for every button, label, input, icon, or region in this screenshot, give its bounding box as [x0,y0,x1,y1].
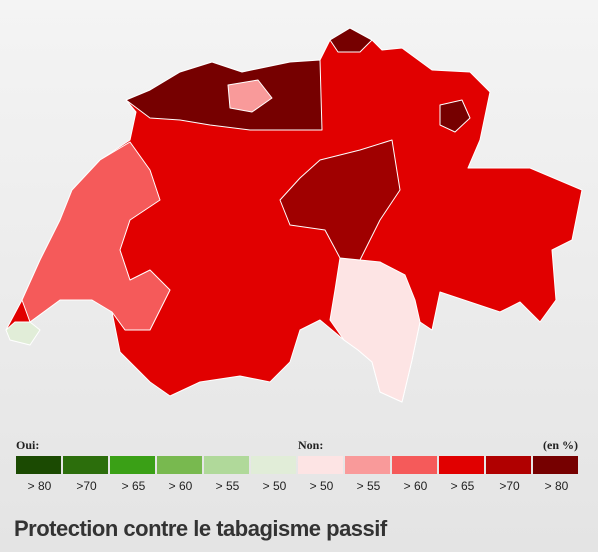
legend-swatch [157,456,202,474]
legend-swatch [16,456,61,474]
legend-label: > 65 [451,479,475,493]
canton-north [125,59,323,131]
legend-swatch [251,456,296,474]
map-title: Protection contre le tabagisme passif [14,516,388,541]
legend-swatch [533,456,578,474]
map [5,27,583,403]
legend-label: > 80 [28,479,52,493]
canton-geneva [5,321,41,346]
legend-swatch [392,456,437,474]
canton-vaud [21,141,171,331]
legend-label: > 55 [216,479,240,493]
canton-appenzell [439,99,471,133]
legend-swatch [63,456,108,474]
legend-swatch [486,456,531,474]
legend-swatch [439,456,484,474]
legend-label: >70 [499,479,520,493]
legend-label: > 50 [263,479,287,493]
legend-yes-label: Oui: [16,438,39,452]
legend-swatch [110,456,155,474]
legend-label: > 65 [122,479,146,493]
legend: > 80 >70 > 65 > 60 > 55 > 50 > 50 > 55 > 60 > 65 >… [16,456,578,493]
legend-label: >70 [76,479,97,493]
legend-unit: (en %) [543,438,578,452]
canton-central [279,139,401,261]
canton-schaffhausen [329,27,373,53]
canton-ticino [329,257,421,403]
legend-no-label: Non: [298,438,323,452]
legend-label: > 60 [169,479,193,493]
legend-label: > 80 [545,479,569,493]
legend-swatch [345,456,390,474]
legend-label: > 60 [404,479,428,493]
canton-basel [227,79,273,113]
legend-swatch [204,456,249,474]
legend-swatch [298,456,343,474]
legend-label: > 50 [310,479,334,493]
legend-label: > 55 [357,479,381,493]
